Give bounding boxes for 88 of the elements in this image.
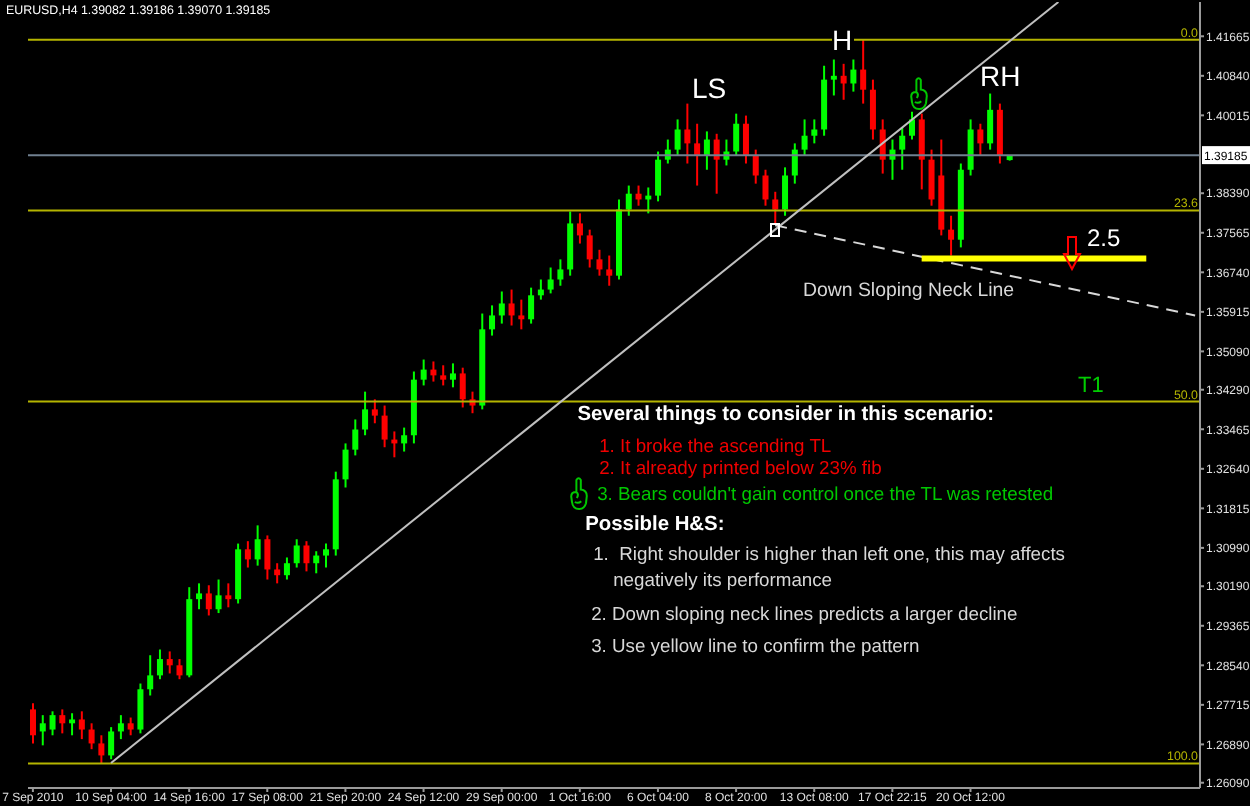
candlestick xyxy=(420,358,427,387)
annotation: Down Sloping Neck Line xyxy=(803,279,1015,302)
annotation: 2. Down sloping neck lines predicts a larger decline xyxy=(591,601,1018,623)
annotation: 3. Use yellow line to confirm the pattern xyxy=(591,634,920,657)
annotation: T1 xyxy=(1078,373,1104,398)
candlestick xyxy=(518,298,525,331)
candlestick xyxy=(557,258,564,287)
candlestick xyxy=(508,288,515,327)
candlestick xyxy=(459,366,466,409)
candlestick xyxy=(293,538,300,569)
candlestick xyxy=(342,442,349,489)
annotation: 2. It already printed below 23% fib xyxy=(599,456,882,479)
candlestick xyxy=(655,150,662,203)
annotation: 1. It broke the ascending TL xyxy=(599,433,832,456)
candlestick xyxy=(352,418,359,457)
candlestick xyxy=(371,398,378,425)
candlestick xyxy=(850,58,857,93)
annotation: 1. Right shoulder is higher than left one, this may affects negatively its performance xyxy=(593,542,1067,593)
candlestick xyxy=(30,702,36,745)
candlestick xyxy=(303,540,310,573)
candlestick xyxy=(909,110,915,141)
candlestick xyxy=(108,726,115,761)
candlestick xyxy=(860,38,867,105)
candlestick xyxy=(762,168,769,207)
candlestick xyxy=(782,166,789,217)
candlestick xyxy=(196,582,203,611)
candlestick xyxy=(742,114,749,165)
candlestick xyxy=(625,184,632,217)
candlestick xyxy=(205,584,212,617)
candlestick xyxy=(156,648,163,681)
candlestick xyxy=(244,540,251,569)
candlestick xyxy=(899,126,906,171)
candlestick xyxy=(869,78,876,141)
annotation: RH xyxy=(980,60,1021,93)
candlestick xyxy=(88,722,95,751)
candlestick xyxy=(264,534,271,581)
candlestick xyxy=(49,710,56,737)
candlestick xyxy=(440,364,447,387)
candlestick xyxy=(586,228,593,269)
candlestick xyxy=(996,102,1003,165)
candlestick xyxy=(830,58,837,97)
annotation: 3. Bears couldn't gain control once the TL was retested xyxy=(597,482,1054,505)
candlestick xyxy=(98,734,105,765)
candlestick xyxy=(498,290,505,325)
candlestick xyxy=(752,148,759,185)
candlestick xyxy=(547,266,554,295)
candlestick xyxy=(381,404,388,449)
candlestick xyxy=(313,550,320,575)
annotation: 2.5 xyxy=(1087,224,1121,253)
candlestick xyxy=(948,214,955,257)
candlestick xyxy=(401,426,408,453)
candlestick xyxy=(362,390,369,437)
annotation: Several things to consider in this scenario: xyxy=(577,403,995,426)
candlestick xyxy=(166,650,173,675)
candlestick xyxy=(801,118,808,157)
candlestick xyxy=(489,304,496,337)
candlestick xyxy=(117,714,124,741)
candlestick xyxy=(567,210,574,277)
candlestick xyxy=(254,524,261,567)
candlestick xyxy=(323,542,329,569)
candlestick xyxy=(987,92,994,151)
candlestick xyxy=(69,712,76,737)
annotation: H xyxy=(831,24,854,56)
candlestick xyxy=(39,714,46,747)
candlestick xyxy=(215,578,222,615)
candlestick xyxy=(176,658,183,681)
candlestick xyxy=(283,556,290,581)
candlestick xyxy=(576,212,583,245)
candlestick xyxy=(528,286,535,325)
candlestick xyxy=(733,112,740,157)
candlestick xyxy=(684,102,691,165)
annotation: Possible H&S: xyxy=(585,514,725,537)
annotation: LS xyxy=(692,72,727,105)
candlestick xyxy=(977,122,984,157)
candlestick xyxy=(840,62,847,101)
candlestick xyxy=(918,112,925,191)
candlestick xyxy=(59,708,66,735)
candlestick xyxy=(606,254,613,287)
candlestick xyxy=(449,362,456,389)
candlestick xyxy=(137,682,144,735)
candlestick xyxy=(674,118,681,157)
candlestick xyxy=(811,118,818,145)
candlestick xyxy=(967,118,974,177)
candlestick xyxy=(225,582,232,609)
candlestick xyxy=(274,562,281,585)
candlestick xyxy=(78,710,85,741)
candlestick xyxy=(147,654,154,697)
candlestick xyxy=(596,248,603,277)
